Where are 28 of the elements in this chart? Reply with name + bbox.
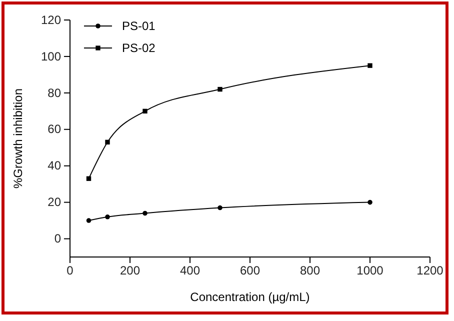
x-tick-label: 400 bbox=[180, 264, 200, 278]
x-tick-label: 200 bbox=[120, 264, 140, 278]
point bbox=[218, 86, 222, 92]
point bbox=[368, 63, 372, 68]
legend-label: PS-01 bbox=[122, 19, 156, 33]
x-axis-title: Concentration (µg/mL) bbox=[190, 290, 310, 304]
y-tick-label: 40 bbox=[48, 158, 62, 173]
point bbox=[142, 108, 148, 114]
x-tick-label: 1000 bbox=[356, 264, 384, 278]
y-tick-label: 100 bbox=[40, 49, 62, 64]
y-tick-label: 60 bbox=[48, 122, 62, 136]
y-tick-label: 80 bbox=[48, 86, 62, 100]
point bbox=[86, 218, 92, 223]
y-tick-label: 0 bbox=[54, 232, 62, 246]
point bbox=[105, 140, 110, 144]
point bbox=[218, 205, 222, 210]
y-tick-label: 20 bbox=[48, 195, 62, 210]
y-tick-label: 120 bbox=[40, 12, 62, 27]
point bbox=[86, 176, 92, 181]
point bbox=[142, 210, 148, 216]
point bbox=[105, 214, 110, 220]
x-tick-label: 1200 bbox=[416, 264, 444, 278]
point bbox=[368, 200, 372, 205]
y-axis-title: %Growth inhibition bbox=[11, 88, 25, 189]
x-tick-label: 0 bbox=[66, 264, 74, 278]
legend-label: PS-02 bbox=[122, 41, 156, 55]
x-tick-label: 800 bbox=[300, 264, 320, 278]
x-tick-label: 600 bbox=[240, 264, 260, 278]
